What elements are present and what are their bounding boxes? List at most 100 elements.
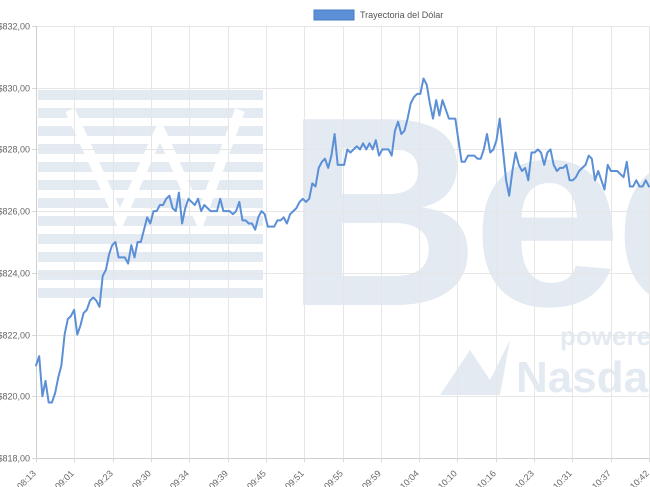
data-point[interactable] <box>332 131 338 137</box>
data-point[interactable] <box>217 196 223 202</box>
data-point[interactable] <box>370 146 376 152</box>
data-point[interactable] <box>33 362 39 368</box>
data-point[interactable] <box>147 221 153 227</box>
data-point[interactable] <box>182 205 188 211</box>
data-point[interactable] <box>389 153 395 159</box>
data-point[interactable] <box>500 146 506 152</box>
data-point[interactable] <box>52 390 58 396</box>
data-point[interactable] <box>541 162 547 168</box>
data-point[interactable] <box>360 140 366 146</box>
data-point[interactable] <box>93 298 99 304</box>
data-point[interactable] <box>392 128 398 134</box>
data-point[interactable] <box>138 239 144 245</box>
data-point[interactable] <box>252 227 258 233</box>
data-point[interactable] <box>316 165 322 171</box>
data-point[interactable] <box>144 214 150 220</box>
data-point[interactable] <box>125 261 131 267</box>
data-point[interactable] <box>395 119 401 125</box>
data-point[interactable] <box>490 146 496 152</box>
data-point[interactable] <box>106 251 112 257</box>
data-point[interactable] <box>84 307 90 313</box>
data-point[interactable] <box>281 214 287 220</box>
data-point[interactable] <box>325 165 331 171</box>
data-point[interactable] <box>478 156 484 162</box>
data-point[interactable] <box>100 273 106 279</box>
legend-label[interactable]: Trayectoria del Dólar <box>360 10 443 20</box>
data-point[interactable] <box>405 116 411 122</box>
data-point[interactable] <box>78 322 84 328</box>
data-point[interactable] <box>357 146 363 152</box>
data-point[interactable] <box>293 205 299 211</box>
data-point[interactable] <box>306 196 312 202</box>
data-point[interactable] <box>103 267 109 273</box>
data-point[interactable] <box>427 100 433 106</box>
data-point[interactable] <box>74 332 80 338</box>
data-point[interactable] <box>166 193 172 199</box>
data-point[interactable] <box>548 146 554 152</box>
data-point[interactable] <box>68 313 74 319</box>
data-point[interactable] <box>433 97 439 103</box>
data-point[interactable] <box>322 156 328 162</box>
data-point[interactable] <box>112 239 118 245</box>
data-point[interactable] <box>55 375 61 381</box>
data-point[interactable] <box>506 193 512 199</box>
legend[interactable]: Trayectoria del Dólar <box>313 9 443 21</box>
data-point[interactable] <box>62 332 68 338</box>
data-point[interactable] <box>484 131 490 137</box>
data-point[interactable] <box>39 393 45 399</box>
data-point[interactable] <box>598 177 604 183</box>
data-point[interactable] <box>214 208 220 214</box>
data-point[interactable] <box>630 184 636 190</box>
data-point[interactable] <box>192 202 198 208</box>
data-point[interactable] <box>430 116 436 122</box>
data-point[interactable] <box>386 146 392 152</box>
data-point[interactable] <box>233 208 239 214</box>
data-point[interactable] <box>236 199 242 205</box>
data-point[interactable] <box>494 137 500 143</box>
data-point[interactable] <box>43 378 49 384</box>
data-point[interactable] <box>271 224 277 230</box>
data-point[interactable] <box>363 146 369 152</box>
data-point[interactable] <box>551 162 557 168</box>
data-point[interactable] <box>173 208 179 214</box>
data-point[interactable] <box>509 168 515 174</box>
data-point[interactable] <box>71 307 77 313</box>
data-point[interactable] <box>401 128 407 134</box>
data-point[interactable] <box>643 177 649 183</box>
data-point[interactable] <box>481 146 487 152</box>
data-point[interactable] <box>160 202 166 208</box>
data-point[interactable] <box>621 174 627 180</box>
data-point[interactable] <box>198 208 204 214</box>
data-point[interactable] <box>179 221 185 227</box>
data-point[interactable] <box>640 184 646 190</box>
data-point[interactable] <box>328 153 334 159</box>
data-point[interactable] <box>455 137 461 143</box>
data-point[interactable] <box>538 150 544 156</box>
data-point[interactable] <box>128 242 134 248</box>
data-point[interactable] <box>122 254 128 260</box>
data-point[interactable] <box>624 159 630 165</box>
legend-swatch[interactable] <box>313 9 355 21</box>
data-point[interactable] <box>592 177 598 183</box>
data-point[interactable] <box>255 214 261 220</box>
data-point[interactable] <box>376 153 382 159</box>
data-point[interactable] <box>36 353 42 359</box>
data-point[interactable] <box>443 106 449 112</box>
data-point[interactable] <box>452 116 458 122</box>
data-point[interactable] <box>602 187 608 193</box>
data-point[interactable] <box>132 254 138 260</box>
data-point[interactable] <box>417 91 423 97</box>
data-point[interactable] <box>341 162 347 168</box>
data-point[interactable] <box>513 150 519 156</box>
data-point[interactable] <box>97 304 103 310</box>
data-point[interactable] <box>563 162 569 168</box>
data-point[interactable] <box>525 177 531 183</box>
data-point[interactable] <box>373 137 379 143</box>
data-point[interactable] <box>313 184 319 190</box>
data-point[interactable] <box>421 76 427 82</box>
data-point[interactable] <box>424 82 430 88</box>
data-point[interactable] <box>154 208 160 214</box>
data-point[interactable] <box>503 177 509 183</box>
data-point[interactable] <box>436 113 442 119</box>
data-point[interactable] <box>408 100 414 106</box>
